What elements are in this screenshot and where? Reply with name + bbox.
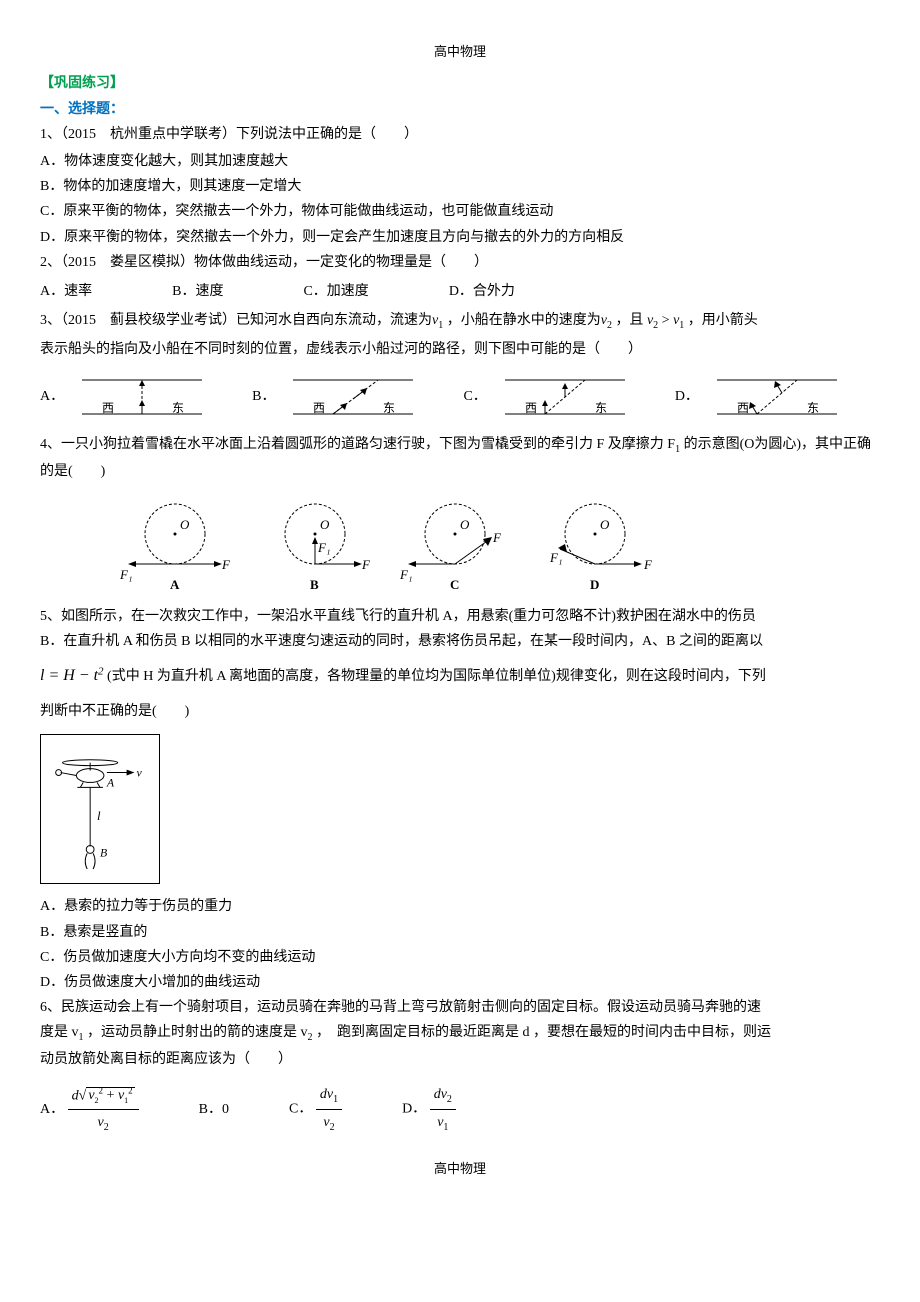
svg-text:B: B	[100, 846, 107, 860]
q3-stem-mid1: ，小船在静水中的速度为	[447, 313, 601, 328]
q2-stem: 2、（2015 娄星区模拟）物体做曲线运动，一定变化的物理量是（ ）	[40, 250, 880, 275]
q5-formula-exp: 2	[98, 666, 104, 678]
svg-text:O: O	[460, 517, 470, 532]
svg-text:O: O	[180, 517, 190, 532]
q3-diagrams: A． 西 东 B． 西 东 C．	[40, 372, 880, 422]
svg-text:东: 东	[172, 401, 184, 415]
q3-label-a: A．	[40, 384, 64, 409]
q6-l2-p1: 度是 v	[40, 1025, 79, 1040]
q3-diag-d: D． 西 东	[675, 372, 847, 422]
svg-text:A: A	[170, 577, 180, 592]
svg-text:西: 西	[102, 401, 114, 415]
q5-diagram: v A l B	[40, 734, 160, 884]
q4-diagrams: O F₁ F A O F₁ F B O F₁ F C O F	[110, 494, 880, 594]
q6-label-d: D．	[402, 1102, 426, 1117]
q5-l4: 判断中不正确的是( )	[40, 699, 880, 724]
svg-text:F₁: F₁	[317, 540, 330, 555]
q4-diag-c: O F₁ F C	[390, 494, 520, 594]
svg-text:F₁: F₁	[399, 567, 412, 582]
q3-diag-c: C． 西 东	[463, 372, 634, 422]
q5-opt-c: C．伤员做加速度大小方向均不变的曲线运动	[40, 945, 880, 970]
svg-text:F₁: F₁	[549, 550, 562, 565]
svg-text:F₁: F₁	[119, 567, 132, 582]
q3-label-c: C．	[463, 384, 486, 409]
q5-formula: l = H − t	[40, 667, 98, 684]
svg-text:B: B	[310, 577, 319, 592]
q6-l2: 度是 v1 ，运动员静止时射出的箭的速度是 v2 ， 跑到离固定目标的最近距离是…	[40, 1020, 880, 1047]
svg-text:F: F	[221, 557, 231, 572]
q6-opt-c: C． dv1 v2	[289, 1082, 342, 1137]
q5-formula-line: l = H − t2 (式中 H 为直升机 A 离地面的高度，各物理量的单位均为…	[40, 662, 880, 691]
q4-diag-d: O F₁ F D	[530, 494, 660, 594]
svg-text:西: 西	[737, 401, 749, 415]
q3-line2: 表示船头的指向及小船在不同时刻的位置，虚线表示小船过河的路径，则下图中可能的是（…	[40, 337, 880, 362]
q3-label-d: D．	[675, 384, 699, 409]
svg-text:O: O	[320, 517, 330, 532]
q4-stem: 4、一只小狗拉着雪橇在水平冰面上沿着圆弧形的道路匀速行驶，下图为雪橇受到的牵引力…	[40, 432, 880, 484]
q6-l1: 6、民族运动会上有一个骑射项目，运动员骑在奔驰的马背上弯弓放箭射击侧向的固定目标…	[40, 995, 880, 1020]
page-header: 高中物理	[40, 40, 880, 63]
svg-text:A: A	[106, 776, 115, 790]
q3-stem-prefix: 3、（2015 蓟县校级学业考试）已知河水自西向东流动，流速为	[40, 313, 432, 328]
svg-text:西: 西	[525, 401, 537, 415]
svg-text:F: F	[643, 557, 653, 572]
q6-label-a: A．	[40, 1102, 64, 1117]
svg-text:v: v	[136, 766, 142, 780]
q1-opt-d: D．原来平衡的物体，突然撤去一个外力，则一定会产生加速度且方向与撤去的外力的方向…	[40, 225, 880, 250]
q2-opt-a: A．速率	[40, 279, 92, 304]
q5-opt-a: A．悬索的拉力等于伤员的重力	[40, 894, 880, 919]
q6-l2-p2: ，运动员静止时射出的箭的速度是 v	[87, 1025, 308, 1040]
svg-text:东: 东	[383, 401, 395, 415]
svg-text:西: 西	[313, 401, 325, 415]
section-choice: 一、选择题：	[40, 97, 880, 122]
q2-opt-c: C．加速度	[303, 279, 368, 304]
q3-stem-mid2: ，且	[615, 313, 643, 328]
svg-text:F: F	[361, 557, 371, 572]
q6-opt-d: D． dv2 v1	[402, 1082, 456, 1137]
q4-diag-a: O F₁ F A	[110, 494, 240, 594]
q2-options: A．速率 B．速度 C．加速度 D．合外力	[40, 279, 880, 304]
svg-text:D: D	[590, 577, 599, 592]
q6-opt-b: B．0	[199, 1097, 229, 1122]
q5-l1: 5、如图所示，在一次救灾工作中，一架沿水平直线飞行的直升机 A，用悬索(重力可忽…	[40, 604, 880, 629]
svg-text:l: l	[97, 809, 101, 823]
q1-opt-c: C．原来平衡的物体，突然撤去一个外力，物体可能做曲线运动，也可能做直线运动	[40, 199, 880, 224]
q1-opt-a: A．物体速度变化越大，则其加速度越大	[40, 149, 880, 174]
svg-text:东: 东	[807, 401, 819, 415]
q2-opt-b: B．速度	[172, 279, 223, 304]
q1-stem: 1、（2015 杭州重点中学联考）下列说法中正确的是（ ）	[40, 122, 880, 147]
q2-opt-d: D．合外力	[449, 279, 515, 304]
q4-stem-text: 4、一只小狗拉着雪橇在水平冰面上沿着圆弧形的道路匀速行驶，下图为雪橇受到的牵引力…	[40, 437, 675, 452]
svg-text:O: O	[600, 517, 610, 532]
q3-diag-b: B． 西 东	[252, 372, 423, 422]
page-footer: 高中物理	[40, 1157, 880, 1180]
q5-l3: (式中 H 为直升机 A 离地面的高度，各物理量的单位均为国际单位制单位)规律变…	[107, 669, 766, 684]
q3-diag-a: A． 西 东	[40, 372, 212, 422]
q6-options: A． d√v22 + v12 v2 B．0 C． dv1 v2 D． dv2 v…	[40, 1082, 880, 1137]
q5-l2: B．在直升机 A 和伤员 B 以相同的水平速度匀速运动的同时，悬索将伤员吊起，在…	[40, 629, 880, 654]
q5-opt-b: B．悬索是竖直的	[40, 920, 880, 945]
q6-label-c: C．	[289, 1102, 312, 1117]
q6-opt-a: A． d√v22 + v12 v2	[40, 1083, 139, 1137]
q6-l3: 动员放箭处离目标的距离应该为（ ）	[40, 1047, 880, 1072]
q1-opt-b: B．物体的加速度增大，则其速度一定增大	[40, 174, 880, 199]
q5-opt-d: D．伤员做速度大小增加的曲线运动	[40, 970, 880, 995]
q4-diag-b: O F₁ F B	[250, 494, 380, 594]
svg-text:东: 东	[595, 401, 607, 415]
q3-stem: 3、（2015 蓟县校级学业考试）已知河水自西向东流动，流速为v1 ，小船在静水…	[40, 308, 880, 335]
section-consolidation: 【巩固练习】	[40, 71, 880, 96]
svg-text:F: F	[492, 530, 502, 545]
svg-text:C: C	[450, 577, 459, 592]
q3-stem-suffix: ，用小箭头	[688, 313, 758, 328]
q3-label-b: B．	[252, 384, 275, 409]
q6-l2-p3: ， 跑到离固定目标的最近距离是 d ，要想在最短的时间内击中目标，则运	[316, 1025, 771, 1040]
